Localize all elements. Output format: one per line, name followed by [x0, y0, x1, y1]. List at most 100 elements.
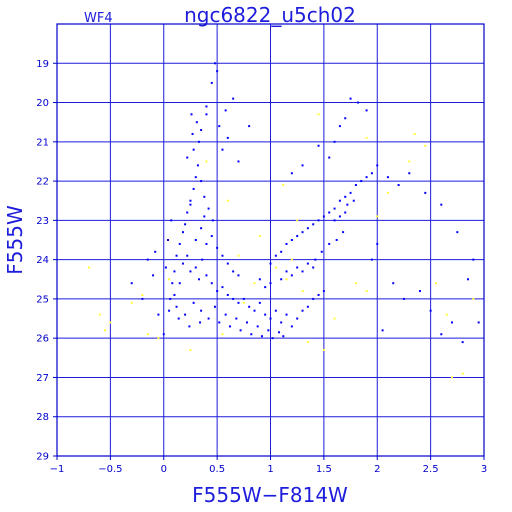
- data-point: [269, 282, 272, 285]
- data-point: [271, 337, 274, 340]
- data-point: [296, 219, 299, 222]
- data-point: [168, 278, 171, 281]
- data-point: [320, 250, 323, 253]
- data-point: [88, 266, 91, 269]
- data-point: [189, 348, 192, 351]
- data-point: [264, 313, 267, 316]
- data-point: [197, 278, 200, 281]
- data-point: [264, 286, 267, 289]
- data-point: [218, 125, 221, 128]
- data-point: [376, 164, 379, 167]
- data-point: [338, 199, 341, 202]
- data-point: [189, 203, 192, 206]
- data-point: [104, 329, 107, 332]
- data-point: [365, 109, 368, 112]
- data-point: [312, 297, 315, 300]
- data-point: [258, 235, 261, 238]
- data-point: [181, 231, 184, 234]
- data-point: [344, 211, 347, 214]
- data-point: [280, 278, 283, 281]
- data-point: [226, 293, 229, 296]
- data-point: [312, 223, 315, 226]
- data-point: [328, 211, 331, 214]
- data-point: [98, 313, 101, 316]
- data-point: [306, 341, 309, 344]
- data-point: [109, 321, 112, 324]
- data-point: [285, 270, 288, 273]
- data-point: [312, 266, 315, 269]
- data-point: [205, 274, 208, 277]
- data-point: [237, 274, 240, 277]
- data-point: [386, 176, 389, 179]
- data-point: [248, 305, 251, 308]
- data-point: [226, 136, 229, 139]
- data-point: [392, 282, 395, 285]
- data-point: [196, 164, 199, 167]
- data-point: [167, 239, 170, 241]
- data-point: [344, 117, 347, 120]
- y-tick-label: 29: [36, 452, 49, 463]
- data-point: [278, 331, 281, 334]
- data-point: [201, 258, 204, 261]
- data-point: [239, 329, 242, 332]
- data-point: [269, 317, 272, 320]
- data-point: [224, 109, 227, 112]
- data-point: [338, 125, 341, 128]
- data-point: [226, 199, 229, 202]
- data-point: [365, 290, 368, 293]
- data-point: [290, 239, 293, 241]
- data-point: [354, 282, 357, 285]
- data-point: [314, 258, 317, 261]
- y-tick-label: 25: [36, 294, 49, 305]
- data-point: [200, 309, 203, 312]
- data-point: [210, 235, 213, 238]
- data-point: [317, 219, 320, 222]
- data-point: [317, 113, 320, 116]
- data-point: [333, 207, 336, 210]
- data-point: [301, 290, 304, 293]
- data-point: [242, 297, 245, 300]
- data-point: [210, 81, 213, 84]
- data-point: [186, 254, 189, 257]
- data-point: [146, 258, 149, 261]
- data-point: [205, 105, 208, 108]
- data-point: [461, 372, 464, 375]
- data-point: [205, 160, 208, 163]
- data-point: [169, 297, 172, 300]
- data-point: [333, 219, 336, 222]
- data-point: [285, 313, 288, 316]
- data-point: [192, 301, 195, 304]
- data-point: [237, 301, 240, 304]
- data-point: [141, 297, 144, 300]
- data-point: [285, 278, 288, 281]
- data-point: [199, 321, 202, 324]
- data-point: [213, 305, 216, 308]
- data-point: [365, 176, 368, 179]
- data-point: [440, 203, 443, 206]
- y-tick-label: 23: [36, 216, 49, 227]
- data-point: [181, 262, 184, 265]
- y-tick-label: 28: [36, 412, 49, 423]
- data-point: [357, 101, 360, 104]
- data-point: [424, 144, 427, 147]
- data-point: [216, 70, 219, 73]
- data-point: [413, 132, 416, 135]
- data-point: [322, 348, 325, 351]
- data-point: [248, 125, 251, 128]
- data-point: [296, 317, 299, 320]
- data-point: [352, 199, 355, 202]
- data-point: [184, 223, 187, 226]
- data-point: [203, 215, 206, 218]
- data-point: [397, 184, 400, 187]
- data-point: [282, 184, 285, 187]
- data-point: [376, 242, 379, 245]
- data-point: [461, 341, 464, 344]
- data-point: [207, 207, 210, 210]
- data-point: [188, 325, 191, 328]
- data-point: [218, 321, 221, 324]
- data-point: [301, 164, 304, 167]
- data-point: [285, 242, 288, 245]
- data-point: [232, 97, 235, 100]
- data-point: [402, 297, 405, 300]
